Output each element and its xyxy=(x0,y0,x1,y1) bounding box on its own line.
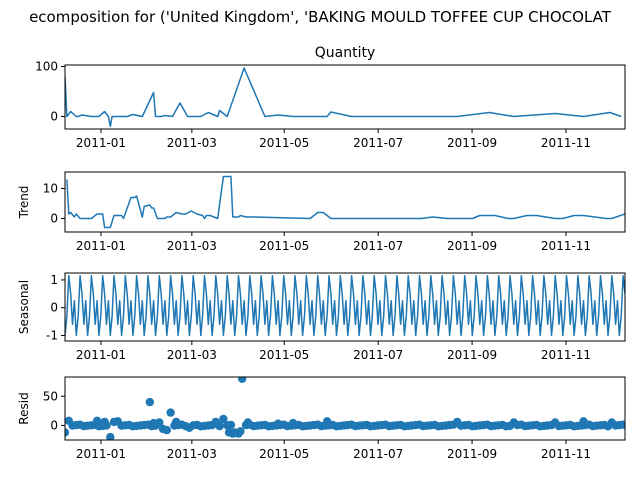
resid-ytick-label: 0 xyxy=(50,418,58,432)
resid-xtick-label: 2011-03 xyxy=(167,447,217,461)
trend-ytick-label: 0 xyxy=(50,212,58,226)
resid-axes-frame xyxy=(64,376,626,441)
resid-ytick-label: 50 xyxy=(43,389,58,403)
trend-xtick-label: 2011-05 xyxy=(259,239,309,253)
trend-panel: 0 10 2011-01 2011-03 2011-05 2011-07 2011-09 20… xyxy=(17,171,626,253)
resid-point xyxy=(145,397,154,407)
trend-xtick-label: 2011-03 xyxy=(167,239,217,253)
quantity-xtick-label: 2011-07 xyxy=(353,136,403,150)
trend-plot-area xyxy=(66,175,625,229)
seasonal-series-line xyxy=(65,275,625,337)
resid-xtick-label: 2011-11 xyxy=(541,447,591,461)
quantity-plot-area xyxy=(65,67,622,128)
resid-point xyxy=(211,417,220,427)
trend-xtick-label: 2011-01 xyxy=(76,239,126,253)
quantity-xtick-label: 2011-01 xyxy=(76,136,126,150)
resid-point xyxy=(322,417,332,426)
resid-xtick-label: 2011-05 xyxy=(259,447,309,461)
seasonal-ylabel: Seasonal xyxy=(17,280,31,334)
resid-point xyxy=(607,418,616,427)
quantity-ytick-label: 100 xyxy=(35,60,58,74)
quantity-xtick-label: 2011-05 xyxy=(259,136,309,150)
resid-point xyxy=(162,425,171,435)
quantity-axes-frame xyxy=(64,64,626,130)
resid-xtick-label: 2011-07 xyxy=(353,447,403,461)
resid-point xyxy=(65,428,70,437)
resid-point xyxy=(155,418,164,427)
trend-series-line xyxy=(66,175,625,229)
resid-point xyxy=(288,418,298,428)
seasonal-xtick-label: 2011-01 xyxy=(76,348,126,362)
resid-point xyxy=(185,423,194,432)
resid-point xyxy=(243,418,253,427)
seasonal-xtick-label: 2011-05 xyxy=(259,348,309,362)
resid-point xyxy=(238,377,247,383)
trend-xtick-label: 2011-11 xyxy=(541,239,591,253)
seasonal-xtick-label: 2011-03 xyxy=(167,348,217,362)
trend-xtick-label: 2011-07 xyxy=(353,239,403,253)
resid-point xyxy=(579,417,588,426)
seasonal-xtick-label: 2011-11 xyxy=(541,348,591,362)
trend-xtick-label: 2011-09 xyxy=(447,239,497,253)
resid-point xyxy=(100,417,109,427)
seasonal-xtick-label: 2011-07 xyxy=(353,348,403,362)
seasonal-axes-frame xyxy=(64,272,626,342)
seasonal-ytick-label: -1 xyxy=(46,328,58,342)
seasonal-xtick-label: 2011-09 xyxy=(447,348,497,362)
resid-point xyxy=(172,417,181,427)
resid-point xyxy=(166,408,175,417)
seasonal-ytick-label: 0 xyxy=(50,301,58,315)
resid-panel: 0 50 2011-01 2011-03 2011-05 2011-07 2011-09 20… xyxy=(17,376,626,461)
seasonal-panel: -1 0 1 2011-01 2011-03 2011-05 2011-07 2011-09 2… xyxy=(17,272,626,362)
quantity-ytick-label: 0 xyxy=(50,110,58,124)
resid-point xyxy=(65,416,73,425)
resid-point xyxy=(618,420,625,429)
resid-point xyxy=(219,414,228,424)
resid-point xyxy=(273,419,283,428)
seasonal-ytick-label: 1 xyxy=(50,273,58,287)
resid-point xyxy=(113,417,123,426)
resid-point xyxy=(509,418,518,427)
resid-ylabel: Resid xyxy=(17,392,31,424)
trend-ytick-label: 10 xyxy=(43,182,58,196)
figure-title: ecomposition for ('United Kingdom', 'BAK… xyxy=(29,8,612,26)
resid-point xyxy=(551,418,560,427)
quantity-panel: 0 100 2011-01 2011-03 2011-05 2011-07 2011-09 2… xyxy=(35,60,626,150)
trend-ylabel: Trend xyxy=(17,186,31,220)
resid-xtick-label: 2011-09 xyxy=(447,447,497,461)
resid-point xyxy=(226,420,236,430)
resid-point xyxy=(236,427,245,436)
quantity-panel-title: Quantity xyxy=(315,45,376,61)
resid-point xyxy=(92,416,102,425)
quantity-series-line xyxy=(65,67,622,128)
quantity-xtick-label: 2011-03 xyxy=(167,136,217,150)
quantity-xtick-label: 2011-11 xyxy=(541,136,591,150)
resid-point xyxy=(453,417,462,427)
seasonal-plot-area xyxy=(65,275,625,337)
trend-axes-frame xyxy=(64,171,626,233)
resid-point xyxy=(106,432,115,440)
quantity-xtick-label: 2011-09 xyxy=(447,136,497,150)
resid-plot-area xyxy=(65,377,625,440)
resid-xtick-label: 2011-01 xyxy=(76,447,126,461)
